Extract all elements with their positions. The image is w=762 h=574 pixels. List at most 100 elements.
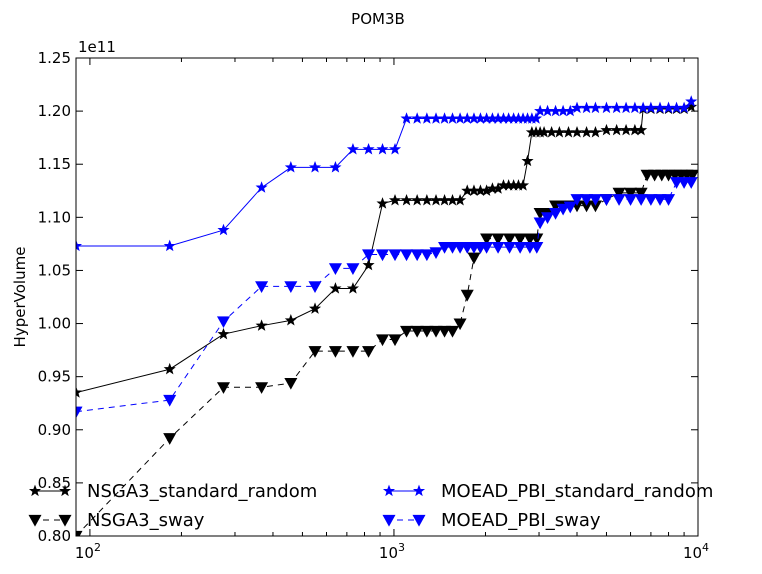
data-point-NSGA3_sway-23 [503,233,517,246]
data-point-NSGA3_standard_random-40 [600,123,613,136]
data-point-MOEAD_PBI_sway-40 [653,194,667,206]
y-tick-label: 1.10 [38,208,71,226]
data-point-MOEAD_PBI_sway-41 [662,194,676,206]
data-point-MOEAD_PBI_sway-11 [400,249,414,262]
legend-label: NSGA3_standard_random [87,481,317,502]
data-point-NSGA3_standard_random-15 [438,193,451,206]
data-point-MOEAD_PBI_sway-10 [388,249,402,262]
data-point-MOEAD_PBI_standard_random-8 [362,142,375,155]
data-point-MOEAD_PBI_standard_random-42 [620,101,633,114]
legend-marker-end [58,514,72,527]
data-point-NSGA3_sway-0 [76,530,83,536]
data-point-NSGA3_sway-3 [255,382,269,394]
data-point-NSGA3_sway-14 [429,325,443,338]
data-point-MOEAD_PBI_standard_random-31 [529,112,543,124]
data-point-MOEAD_PBI_sway-12 [410,249,424,262]
y-tick-label: 1.15 [38,155,71,173]
data-point-NSGA3_standard_random-7 [346,282,359,294]
data-point-MOEAD_PBI_sway-22 [491,241,505,254]
data-point-NSGA3_sway-7 [346,346,360,358]
data-point-NSGA3_standard_random-5 [308,302,322,314]
legend-item-NSGA3_sway: NSGA3_sway [28,510,205,531]
y-tick-label: 0.90 [38,421,71,439]
data-point-NSGA3_standard_random-14 [429,193,443,206]
data-point-MOEAD_PBI_sway-8 [362,249,376,262]
data-point-MOEAD_PBI_sway-3 [255,281,269,293]
data-point-NSGA3_standard_random-42 [620,123,633,136]
x-tick-exponent: 2 [94,541,101,554]
x-tick-label: 104 [683,541,709,562]
data-point-MOEAD_PBI_standard_random-40 [600,101,613,114]
data-point-NSGA3_sway-17 [453,318,467,331]
data-point-NSGA3_standard_random-37 [570,126,584,138]
data-point-MOEAD_PBI_standard_random-7 [346,142,359,155]
data-point-NSGA3_standard_random-39 [589,126,602,138]
data-point-NSGA3_sway-6 [328,346,342,358]
data-point-MOEAD_PBI_sway-2 [216,316,230,329]
data-point-NSGA3_standard_random-28 [516,179,530,191]
data-point-MOEAD_PBI_standard_random-0 [76,239,83,252]
data-point-MOEAD_PBI_standard_random-14 [429,112,443,124]
data-point-MOEAD_PBI_sway-5 [308,281,322,293]
x-tick-exponent: 3 [398,541,405,554]
series-line-MOEAD_PBI_standard_random [76,101,692,247]
data-point-MOEAD_PBI_standard_random-50 [685,95,698,107]
data-point-MOEAD_PBI_standard_random-39 [589,101,602,114]
data-point-NSGA3_standard_random-12 [411,193,424,206]
data-point-MOEAD_PBI_sway-27 [533,217,547,230]
y-tick-label: 1.05 [38,261,71,279]
y-tick-label: 1.20 [38,102,71,120]
data-point-MOEAD_PBI_sway-13 [420,249,434,262]
data-point-NSGA3_standard_random-36 [562,126,575,138]
data-point-MOEAD_PBI_standard_random-33 [541,104,554,117]
data-point-MOEAD_PBI_sway-35 [599,194,613,206]
data-point-MOEAD_PBI_sway-30 [556,203,570,216]
data-point-MOEAD_PBI_sway-28 [541,212,555,224]
data-point-NSGA3_sway-11 [400,325,414,338]
data-point-NSGA3_standard_random-38 [580,126,593,138]
data-point-NSGA3_sway-1 [163,433,177,445]
data-point-NSGA3_sway-36 [612,187,626,200]
y-tick-label: 1.00 [38,315,71,333]
data-point-MOEAD_PBI_sway-37 [624,194,638,206]
x-tick-exponent: 4 [702,541,709,554]
data-point-MOEAD_PBI_standard_random-36 [564,104,577,117]
legend-item-MOEAD_PBI_standard_random: MOEAD_PBI_standard_random [382,481,713,502]
data-point-MOEAD_PBI_standard_random-13 [420,112,433,124]
data-point-MOEAD_PBI_sway-23 [503,241,517,254]
data-point-NSGA3_sway-12 [410,325,424,338]
data-point-MOEAD_PBI_sway-7 [346,263,360,275]
data-point-NSGA3_sway-15 [438,325,452,338]
data-point-NSGA3_sway-10 [388,334,402,347]
data-point-MOEAD_PBI_sway-21 [480,241,494,254]
data-point-NSGA3_standard_random-44 [635,123,648,136]
legend-marker-end [58,484,72,497]
data-point-NSGA3_standard_random-29 [521,154,534,167]
data-point-MOEAD_PBI_sway-38 [634,194,648,206]
data-point-MOEAD_PBI_standard_random-2 [217,223,230,236]
data-point-MOEAD_PBI_sway-34 [588,194,602,206]
data-point-NSGA3_sway-46 [686,169,698,182]
data-point-MOEAD_PBI_sway-0 [76,406,83,419]
data-point-MOEAD_PBI_sway-29 [549,207,563,220]
data-point-NSGA3_sway-8 [362,346,376,358]
data-point-MOEAD_PBI_standard_random-38 [580,101,593,114]
legend-label: MOEAD_PBI_sway [441,510,601,531]
data-point-NSGA3_sway-9 [376,334,390,347]
data-point-NSGA3_sway-24 [513,233,527,246]
data-point-NSGA3_sway-5 [308,346,322,358]
data-point-NSGA3_standard_random-8 [362,258,375,271]
data-point-MOEAD_PBI_standard_random-5 [308,161,322,173]
data-point-MOEAD_PBI_sway-33 [580,194,594,206]
series-NSGA3_standard_random [76,100,698,398]
data-point-MOEAD_PBI_standard_random-12 [411,112,424,124]
chart-title: POM3B [351,10,405,28]
legend-marker-start [382,484,396,497]
data-point-MOEAD_PBI_standard_random-41 [610,101,623,114]
data-point-NSGA3_standard_random-2 [217,327,230,340]
data-point-MOEAD_PBI_sway-15 [438,241,452,254]
legend-item-MOEAD_PBI_sway: MOEAD_PBI_sway [382,510,601,531]
legend-label: NSGA3_sway [87,510,205,531]
data-point-NSGA3_sway-2 [216,382,230,394]
legend-marker-end [412,514,426,527]
